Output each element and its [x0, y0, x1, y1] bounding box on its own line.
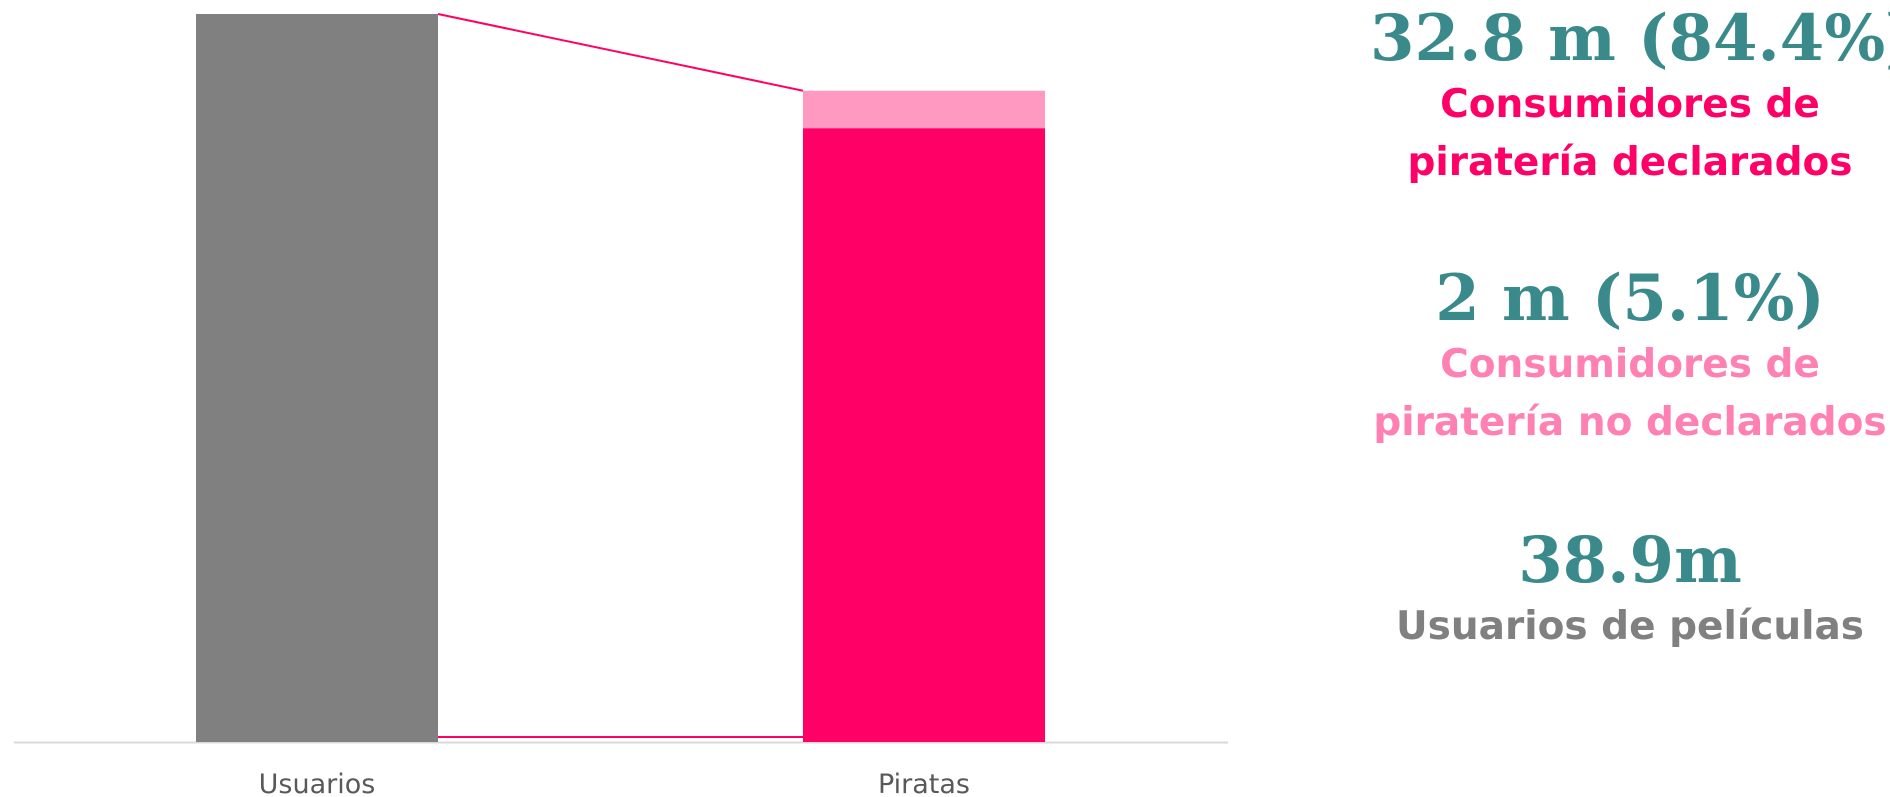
- stat-declared-pirates: 32.8 m (84.4%) Consumidores de piratería…: [1370, 2, 1890, 192]
- bar-piratas-segment-1: [803, 128, 1045, 743]
- stat-undeclared-label-line-1: Consumidores de: [1440, 342, 1820, 387]
- x-tick-label-piratas: Piratas: [878, 769, 970, 797]
- bar-piratas-segment-2: [803, 90, 1045, 129]
- stat-declared-label-line-1: Consumidores de: [1440, 82, 1820, 127]
- bar-usuarios-segment-1: [196, 14, 438, 742]
- stat-users-label: Usuarios de películas: [1370, 598, 1890, 656]
- stat-undeclared-label: Consumidores de piratería no declarados: [1370, 336, 1890, 452]
- stat-undeclared-pirates: 2 m (5.1%) Consumidores de piratería no …: [1370, 262, 1890, 452]
- x-tick-label-usuarios: Usuarios: [259, 769, 376, 797]
- connector-top-line: [437, 13, 804, 92]
- stat-users-label-line-1: Usuarios de películas: [1396, 604, 1864, 649]
- stat-declared-value: 32.8 m (84.4%): [1370, 1, 1890, 76]
- stat-undeclared-value: 2 m (5.1%): [1435, 261, 1825, 336]
- stat-undeclared-label-line-2: piratería no declarados: [1373, 400, 1887, 445]
- stat-movie-users: 38.9m Usuarios de películas: [1370, 524, 1890, 656]
- funnel-bar-chart: Usuarios Piratas: [14, 13, 1228, 797]
- stat-declared-label-line-2: piratería declarados: [1407, 140, 1853, 185]
- stat-users-value: 38.9m: [1518, 523, 1742, 598]
- stat-declared-label: Consumidores de piratería declarados: [1370, 76, 1890, 192]
